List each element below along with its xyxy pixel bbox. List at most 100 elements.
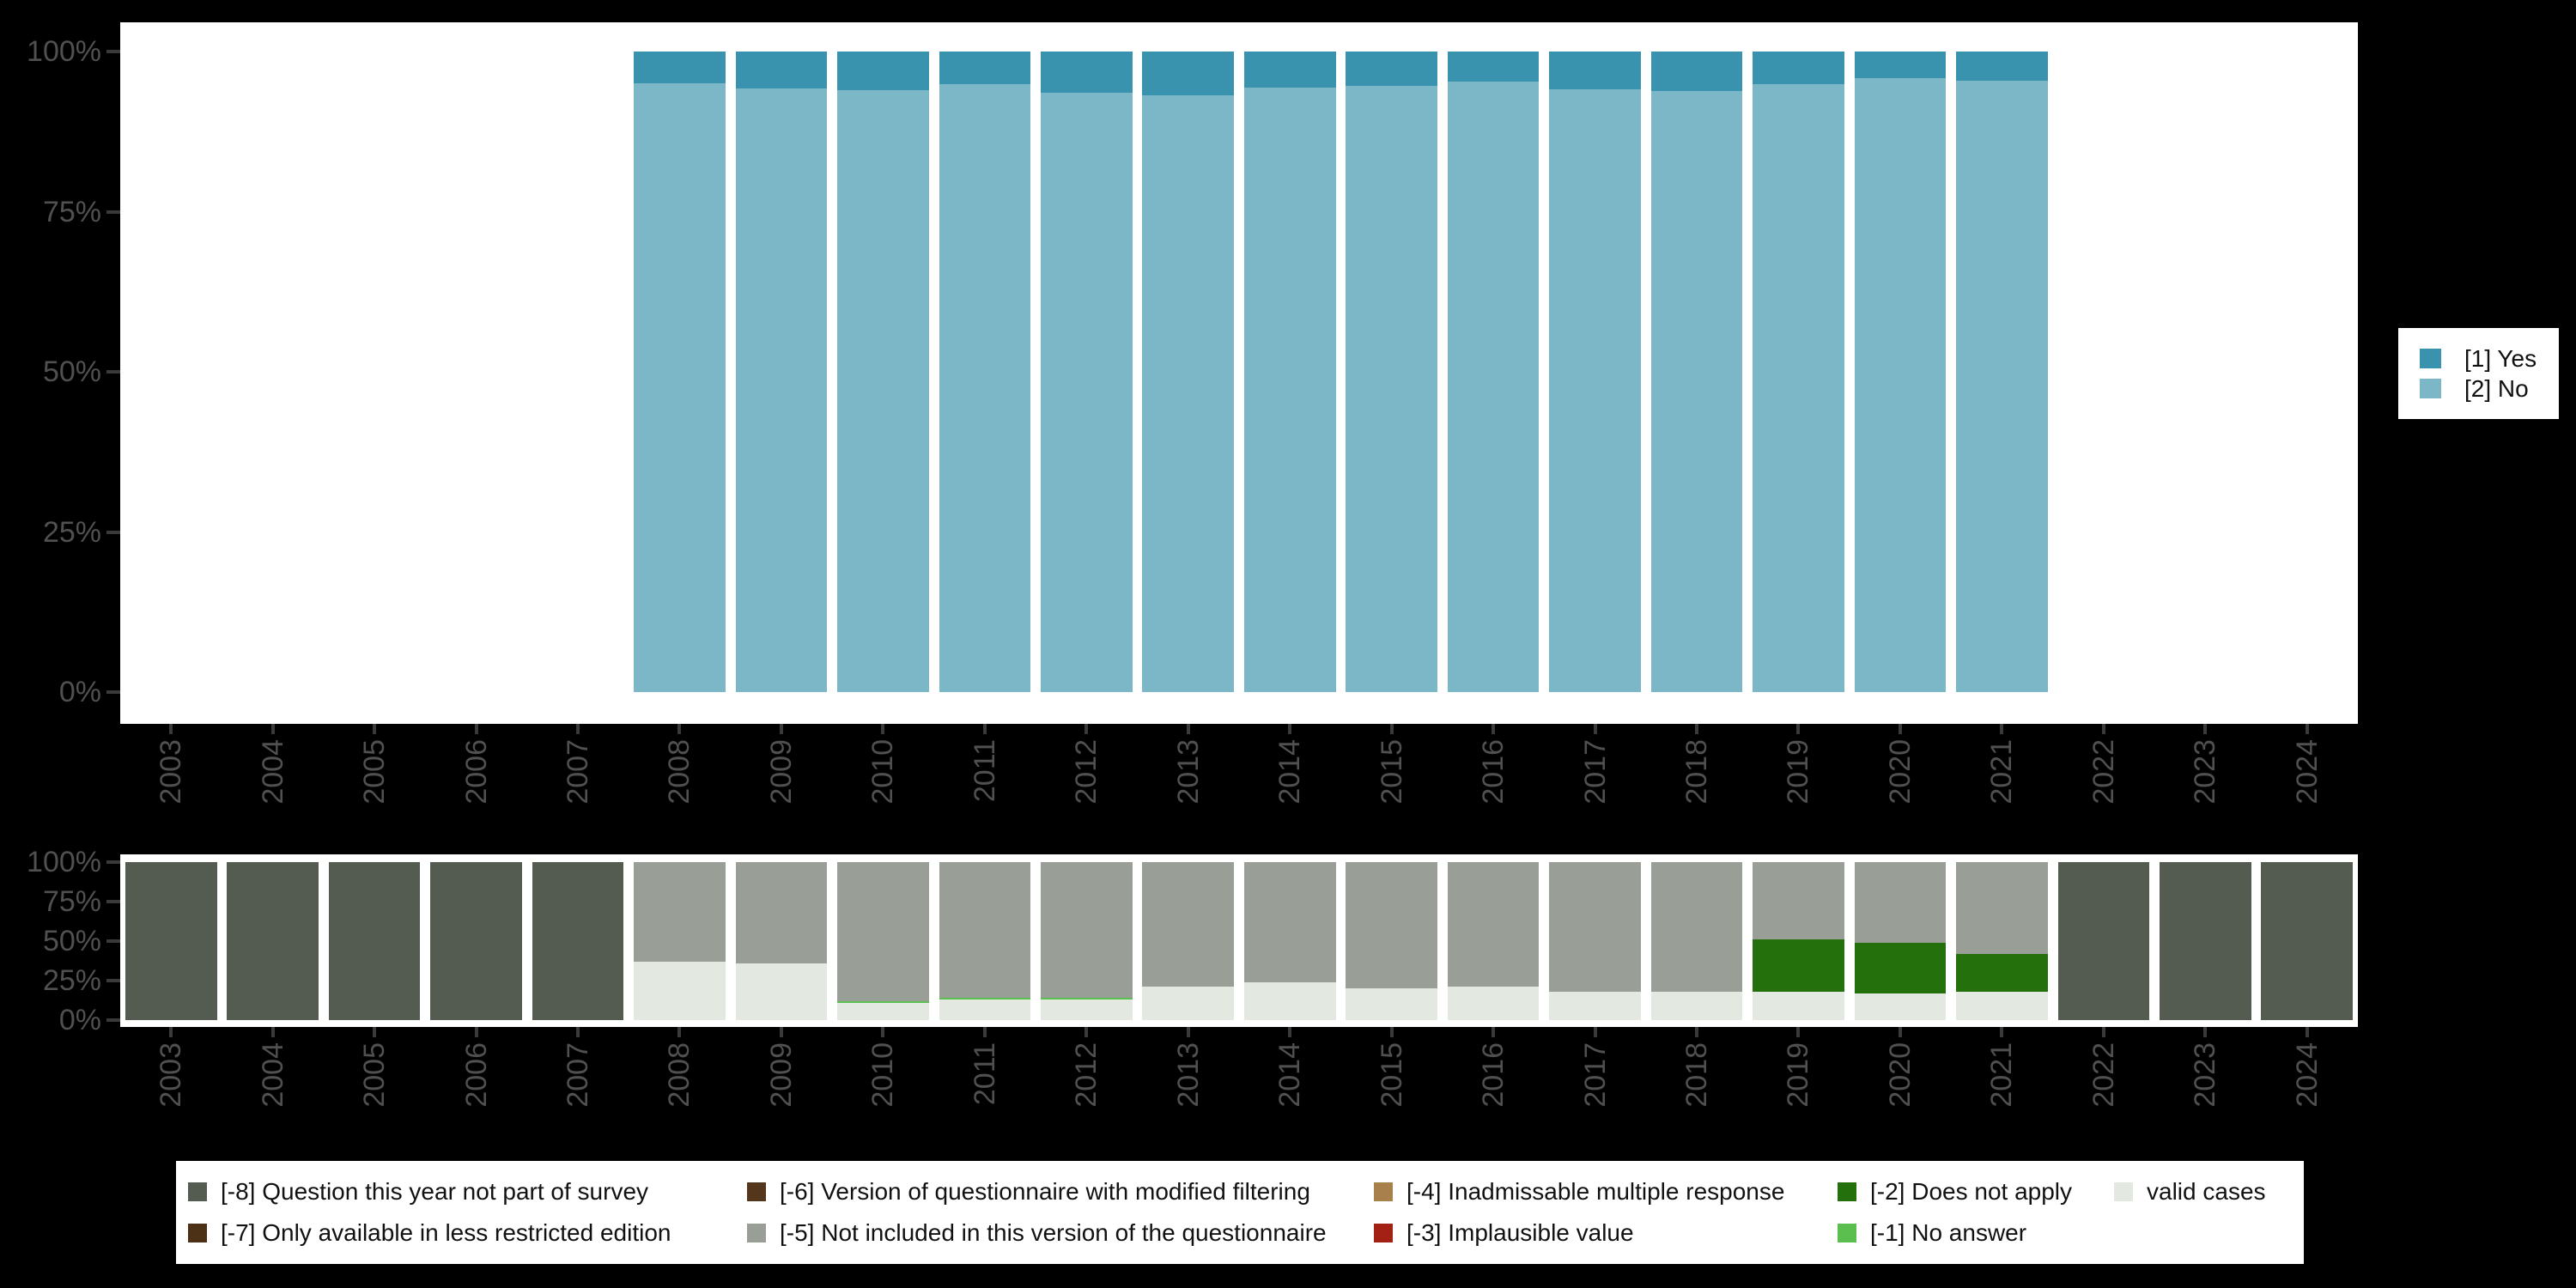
x-label-2012: 2012 <box>1070 1042 1103 1108</box>
segment-no <box>1549 89 1641 692</box>
segment-yes <box>1041 52 1133 93</box>
bar-2008 <box>634 862 726 1020</box>
x-slot-2006: 2006 <box>425 724 526 853</box>
x-tick <box>1898 1027 1902 1037</box>
x-tick <box>1288 1027 1292 1037</box>
segment-na-8 <box>227 862 319 1020</box>
x-label-2011: 2011 <box>968 739 1001 803</box>
segment-no <box>1753 84 1844 692</box>
x-tick <box>2203 1027 2208 1037</box>
bar-slot-2018 <box>1646 862 1747 1020</box>
x-label-2014: 2014 <box>1273 739 1307 805</box>
bar-slot-2007 <box>527 52 629 692</box>
bar-slot-2012 <box>1036 52 1137 692</box>
x-tick <box>373 724 377 734</box>
bar-slot-2004 <box>222 52 323 692</box>
bar-slot-2017 <box>1544 862 1645 1020</box>
na-8-swatch-icon <box>188 1182 207 1201</box>
legend-item-yes: [1] Yes <box>2420 346 2559 371</box>
legend-label-na-2: [-2] Does not apply <box>1870 1178 2073 1205</box>
segment-yes <box>837 52 929 90</box>
x-slot-2016: 2016 <box>1443 1027 1544 1156</box>
bar-slot-2019 <box>1747 862 1849 1020</box>
x-slot-2004: 2004 <box>222 724 323 853</box>
x-tick <box>2101 1027 2105 1037</box>
na-4-swatch-icon <box>1374 1182 1393 1201</box>
legend-label-na-8: [-8] Question this year not part of surv… <box>221 1178 649 1205</box>
segment-yes <box>1549 52 1641 89</box>
x-tick <box>1389 1027 1394 1037</box>
bar-2009 <box>735 52 828 692</box>
responses-chart-bars <box>120 52 2358 692</box>
x-tick <box>1492 1027 1496 1037</box>
x-tick <box>2203 724 2208 734</box>
bar-slot-2020 <box>1850 862 1951 1020</box>
x-tick <box>474 724 478 734</box>
bar-slot-2015 <box>1340 52 1442 692</box>
x-label-2015: 2015 <box>1375 739 1408 805</box>
x-slot-2019: 2019 <box>1747 1027 1849 1156</box>
bar-2016 <box>1447 862 1540 1020</box>
bar-slot-2008 <box>629 52 730 692</box>
x-tick <box>881 724 885 734</box>
responses-chart-plot-area <box>120 22 2358 724</box>
x-label-2014: 2014 <box>1273 1042 1307 1108</box>
segment-yes <box>1854 52 1947 79</box>
x-tick <box>1593 1027 1597 1037</box>
x-slot-2003: 2003 <box>120 724 222 853</box>
x-tick <box>474 1027 478 1037</box>
bar-2012 <box>1041 862 1133 1020</box>
missing-values-chart-x-axis: 2003 2004 2005 2006 2007 2008 2009 2010 2011 2012… <box>120 1027 2358 1156</box>
x-slot-2003: 2003 <box>120 1027 222 1156</box>
bar-slot-2006 <box>425 862 526 1020</box>
x-tick <box>677 724 682 734</box>
bar-2015 <box>1346 862 1437 1020</box>
responses-chart-x-axis: 2003 2004 2005 2006 2007 2008 2009 2010 2011 2012… <box>120 724 2358 853</box>
segment-no <box>1956 80 2048 692</box>
bar-2018 <box>1650 52 1743 692</box>
y-tick <box>106 1018 120 1022</box>
segment-na-2 <box>1956 953 2048 992</box>
bar-2022 <box>2057 862 2150 1020</box>
segment-no <box>735 88 828 692</box>
segment-na-5 <box>1854 862 1947 943</box>
bar-2013 <box>1142 862 1235 1020</box>
x-label-2013: 2013 <box>1171 739 1205 805</box>
bar-slot-2010 <box>832 52 933 692</box>
bar-slot-2022 <box>2053 862 2154 1020</box>
segment-no <box>1243 87 1336 692</box>
x-slot-2018: 2018 <box>1646 1027 1747 1156</box>
segment-na-5 <box>1549 862 1641 992</box>
x-slot-2021: 2021 <box>1951 724 2052 853</box>
x-label-2003: 2003 <box>155 739 188 805</box>
x-slot-2019: 2019 <box>1747 724 1849 853</box>
x-slot-2018: 2018 <box>1646 724 1747 853</box>
x-slot-2007: 2007 <box>527 724 629 853</box>
x-label-2012: 2012 <box>1070 739 1103 805</box>
segment-valid <box>1956 991 2048 1020</box>
x-slot-2016: 2016 <box>1443 724 1544 853</box>
segment-valid <box>1142 987 1235 1020</box>
x-label-2008: 2008 <box>663 739 696 805</box>
segment-yes <box>1346 52 1437 86</box>
bar-2024 <box>2261 862 2354 1020</box>
x-slot-2006: 2006 <box>425 1027 526 1156</box>
x-label-2018: 2018 <box>1680 1042 1714 1108</box>
x-label-2005: 2005 <box>358 1042 392 1108</box>
x-label-2018: 2018 <box>1680 739 1714 805</box>
x-tick <box>1084 724 1089 734</box>
segment-valid <box>939 999 1031 1020</box>
y-tick-label: 25% <box>42 964 101 997</box>
x-slot-2017: 2017 <box>1544 724 1645 853</box>
y-tick <box>106 370 120 374</box>
segment-yes <box>735 52 828 88</box>
bar-slot-2016 <box>1443 52 1544 692</box>
x-label-2004: 2004 <box>256 1042 289 1108</box>
bar-2008 <box>634 52 726 692</box>
bar-slot-2007 <box>527 862 629 1020</box>
x-tick <box>1695 1027 1699 1037</box>
y-tick-label: 100% <box>27 35 101 68</box>
x-slot-2015: 2015 <box>1340 1027 1442 1156</box>
x-slot-2013: 2013 <box>1138 724 1239 853</box>
x-tick <box>270 724 275 734</box>
